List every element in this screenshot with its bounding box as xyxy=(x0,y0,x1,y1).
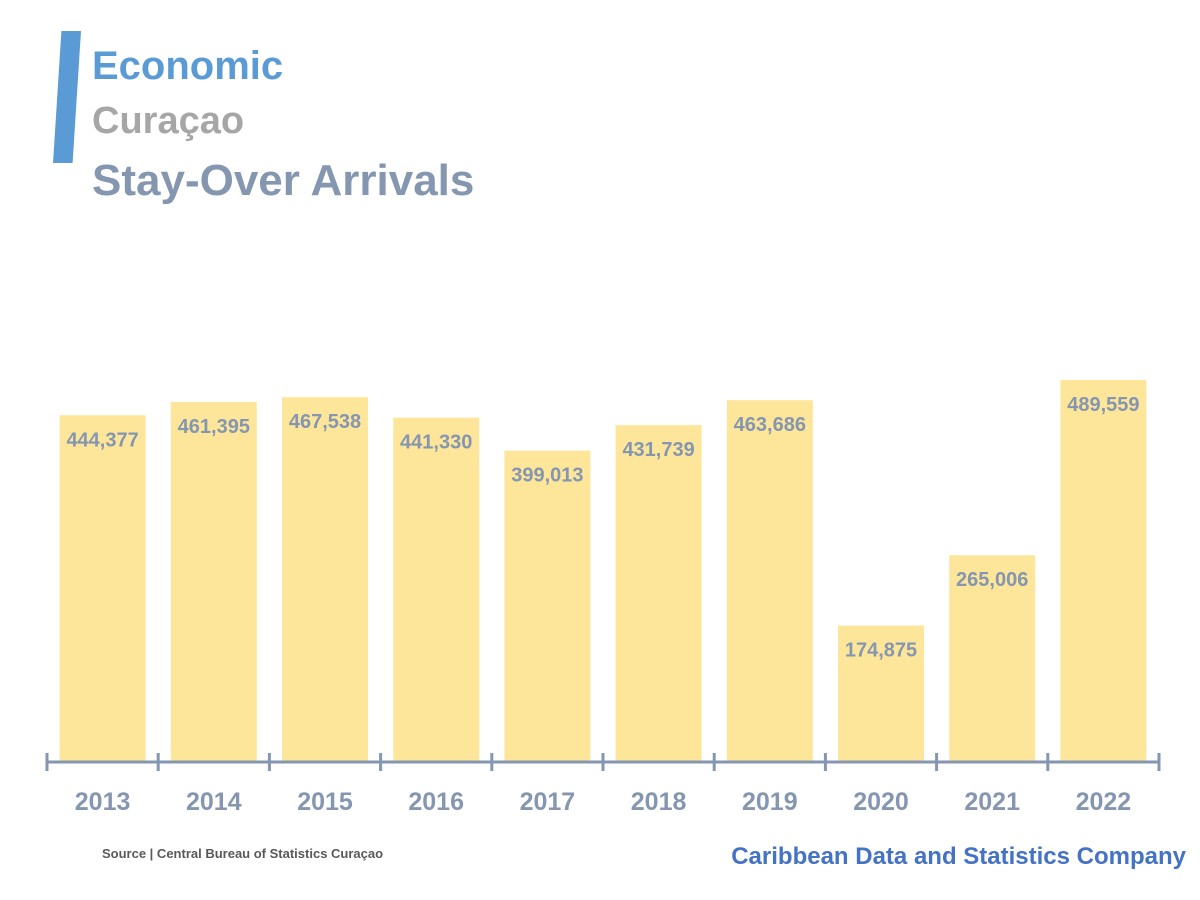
country-heading: Curaçao xyxy=(92,100,245,142)
title-block: Economic Curaçao Stay-Over Arrivals xyxy=(92,40,474,212)
data-label-2016: 441,330 xyxy=(400,432,472,454)
data-label-2013: 444,377 xyxy=(66,429,138,451)
data-label-2017: 399,013 xyxy=(511,465,583,487)
x-tick-label-2016: 2016 xyxy=(408,788,464,816)
bar-2017 xyxy=(504,450,591,762)
data-label-2014: 461,395 xyxy=(178,416,250,438)
bar-2015 xyxy=(282,397,368,762)
bar-2021 xyxy=(949,555,1036,762)
x-tick-label-2014: 2014 xyxy=(186,788,242,816)
category-heading: Economic xyxy=(92,44,284,88)
bar-2014 xyxy=(170,401,257,762)
bar-2022 xyxy=(1060,380,1147,762)
x-tick-label-2018: 2018 xyxy=(631,788,687,816)
company-credit: Caribbean Data and Statistics Company xyxy=(731,843,1186,870)
x-tick-label-2015: 2015 xyxy=(297,788,353,816)
bar-2020 xyxy=(838,625,924,762)
x-tick-label-2017: 2017 xyxy=(520,788,576,816)
bar-2013 xyxy=(59,415,146,762)
bar-2018 xyxy=(615,425,702,762)
source-note: Source | Central Bureau of Statistics Cu… xyxy=(102,846,384,861)
data-label-2021: 265,006 xyxy=(956,569,1028,591)
data-label-2020: 174,875 xyxy=(845,640,917,662)
data-label-2019: 463,686 xyxy=(734,414,806,436)
x-tick-label-2020: 2020 xyxy=(853,788,909,816)
chart-title: Stay-Over Arrivals xyxy=(92,156,475,205)
bar-2019 xyxy=(726,400,813,762)
x-tick-label-2021: 2021 xyxy=(964,788,1020,816)
data-label-2015: 467,538 xyxy=(289,411,361,433)
x-tick-label-2022: 2022 xyxy=(1076,788,1132,816)
x-tick-label-2013: 2013 xyxy=(75,788,131,816)
data-label-2018: 431,739 xyxy=(622,439,694,461)
data-label-2022: 489,559 xyxy=(1067,394,1139,416)
bar-2016 xyxy=(393,417,480,762)
x-tick-label-2019: 2019 xyxy=(742,788,798,816)
